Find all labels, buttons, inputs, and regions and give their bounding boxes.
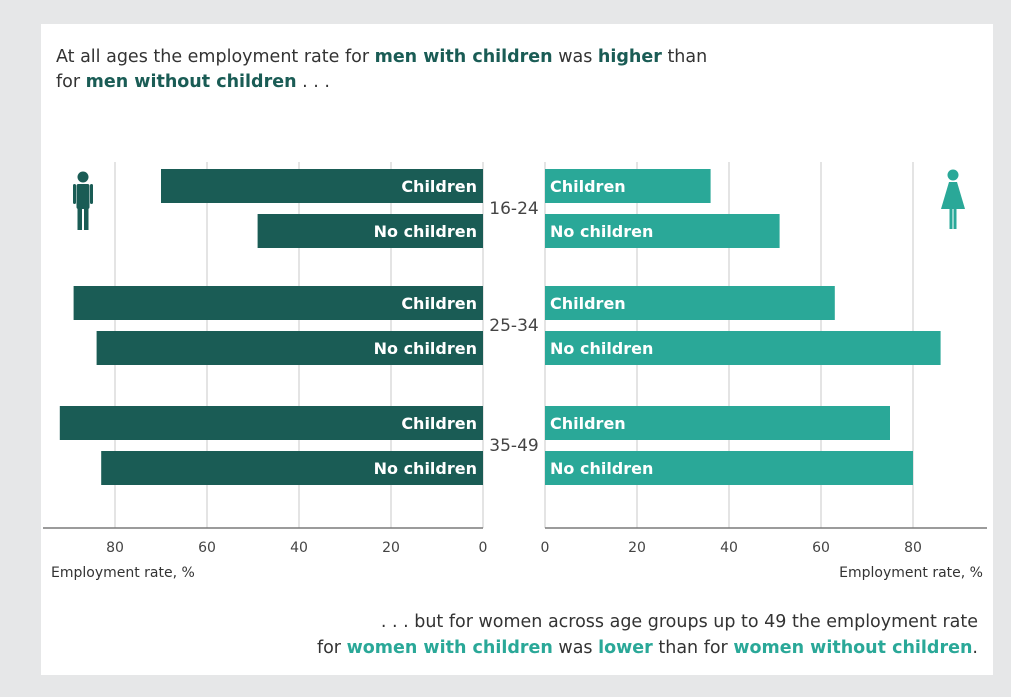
bar-label-women-children-35-49: Children bbox=[550, 414, 626, 433]
bar-label-men-no-children-25-34: No children bbox=[374, 339, 477, 358]
footnote-highlight-women-with-children: women with children bbox=[346, 638, 553, 658]
bar-men-children-25-34 bbox=[73, 286, 483, 320]
headline: At all ages the employment rate for men … bbox=[56, 45, 707, 95]
employment-chart: 80 60 40 20 0 Employment rate, % Children Child… bbox=[43, 162, 987, 581]
footnote-text-1: . . . but for women across age groups up… bbox=[380, 612, 978, 632]
bar-women-no-children-16-24 bbox=[545, 214, 780, 248]
bar-label-women-children-16-24: Children bbox=[550, 177, 626, 196]
age-group-label-35-49: 35-49 bbox=[489, 436, 538, 456]
tick-label-men-80: 80 bbox=[106, 540, 124, 556]
footnote-text-4: than for bbox=[652, 638, 734, 658]
footnote-text-3: was bbox=[552, 638, 599, 658]
bar-men-no-children-16-24 bbox=[257, 214, 483, 248]
bar-men-no-children-25-34 bbox=[96, 331, 483, 365]
headline-text-3: than bbox=[661, 47, 708, 67]
headline-text-4: for bbox=[56, 72, 86, 92]
tick-label-women-20: 20 bbox=[628, 540, 646, 556]
bar-label-women-children-25-34: Children bbox=[550, 294, 626, 313]
footnote-highlight-women-without-children: women without children bbox=[733, 638, 973, 658]
footnote: . . . but for women across age groups up… bbox=[317, 609, 978, 661]
axis-title-men: Employment rate, % bbox=[51, 565, 195, 581]
axis-title-women: Employment rate, % bbox=[839, 565, 983, 581]
age-group-label-16-24: 16-24 bbox=[489, 199, 538, 219]
headline-text-5: . . . bbox=[296, 72, 330, 92]
bar-label-men-children-35-49: Children bbox=[401, 414, 477, 433]
tick-label-women-60: 60 bbox=[812, 540, 830, 556]
bar-label-men-children-25-34: Children bbox=[401, 294, 477, 313]
bar-label-men-children-16-24: Children bbox=[401, 177, 477, 196]
headline-highlight-men-with-children: men with children bbox=[374, 47, 553, 67]
chart-card: At all ages the employment rate for men … bbox=[41, 24, 993, 675]
headline-text-2: was bbox=[552, 47, 598, 67]
bar-label-women-no-children-16-24: No children bbox=[550, 222, 653, 241]
tick-label-women-40: 40 bbox=[720, 540, 738, 556]
bar-label-men-no-children-16-24: No children bbox=[374, 222, 477, 241]
footnote-text-5: . bbox=[972, 638, 978, 658]
bar-women-children-16-24 bbox=[545, 169, 711, 203]
bar-women-children-35-49 bbox=[545, 406, 890, 440]
labels: 80 60 40 20 0 Employment rate, % Children Child… bbox=[51, 177, 983, 581]
bar-women-children-25-34 bbox=[545, 286, 835, 320]
headline-highlight-higher: higher bbox=[597, 47, 662, 67]
bar-men-children-16-24 bbox=[161, 169, 483, 203]
tick-label-men-20: 20 bbox=[382, 540, 400, 556]
tick-label-men-0: 0 bbox=[479, 540, 488, 556]
bar-label-women-no-children-25-34: No children bbox=[550, 339, 653, 358]
bar-label-men-no-children-35-49: No children bbox=[374, 459, 477, 478]
bar-men-no-children-35-49 bbox=[101, 451, 483, 485]
bar-women-no-children-35-49 bbox=[545, 451, 913, 485]
man-icon bbox=[73, 171, 93, 230]
headline-highlight-men-without-children: men without children bbox=[85, 72, 297, 92]
bar-women-no-children-25-34 bbox=[545, 331, 941, 365]
tick-label-men-40: 40 bbox=[290, 540, 308, 556]
bars bbox=[59, 169, 941, 485]
footnote-text-2: for bbox=[316, 638, 347, 658]
tick-label-women-80: 80 bbox=[904, 540, 922, 556]
tick-label-women-0: 0 bbox=[541, 540, 550, 556]
tick-label-men-60: 60 bbox=[198, 540, 216, 556]
age-group-label-25-34: 25-34 bbox=[489, 316, 538, 336]
headline-text-1: At all ages the employment rate for bbox=[56, 47, 375, 67]
bar-label-women-no-children-35-49: No children bbox=[550, 459, 653, 478]
footnote-highlight-lower: lower bbox=[598, 638, 653, 658]
woman-icon bbox=[941, 169, 965, 229]
bar-men-children-35-49 bbox=[59, 406, 484, 440]
